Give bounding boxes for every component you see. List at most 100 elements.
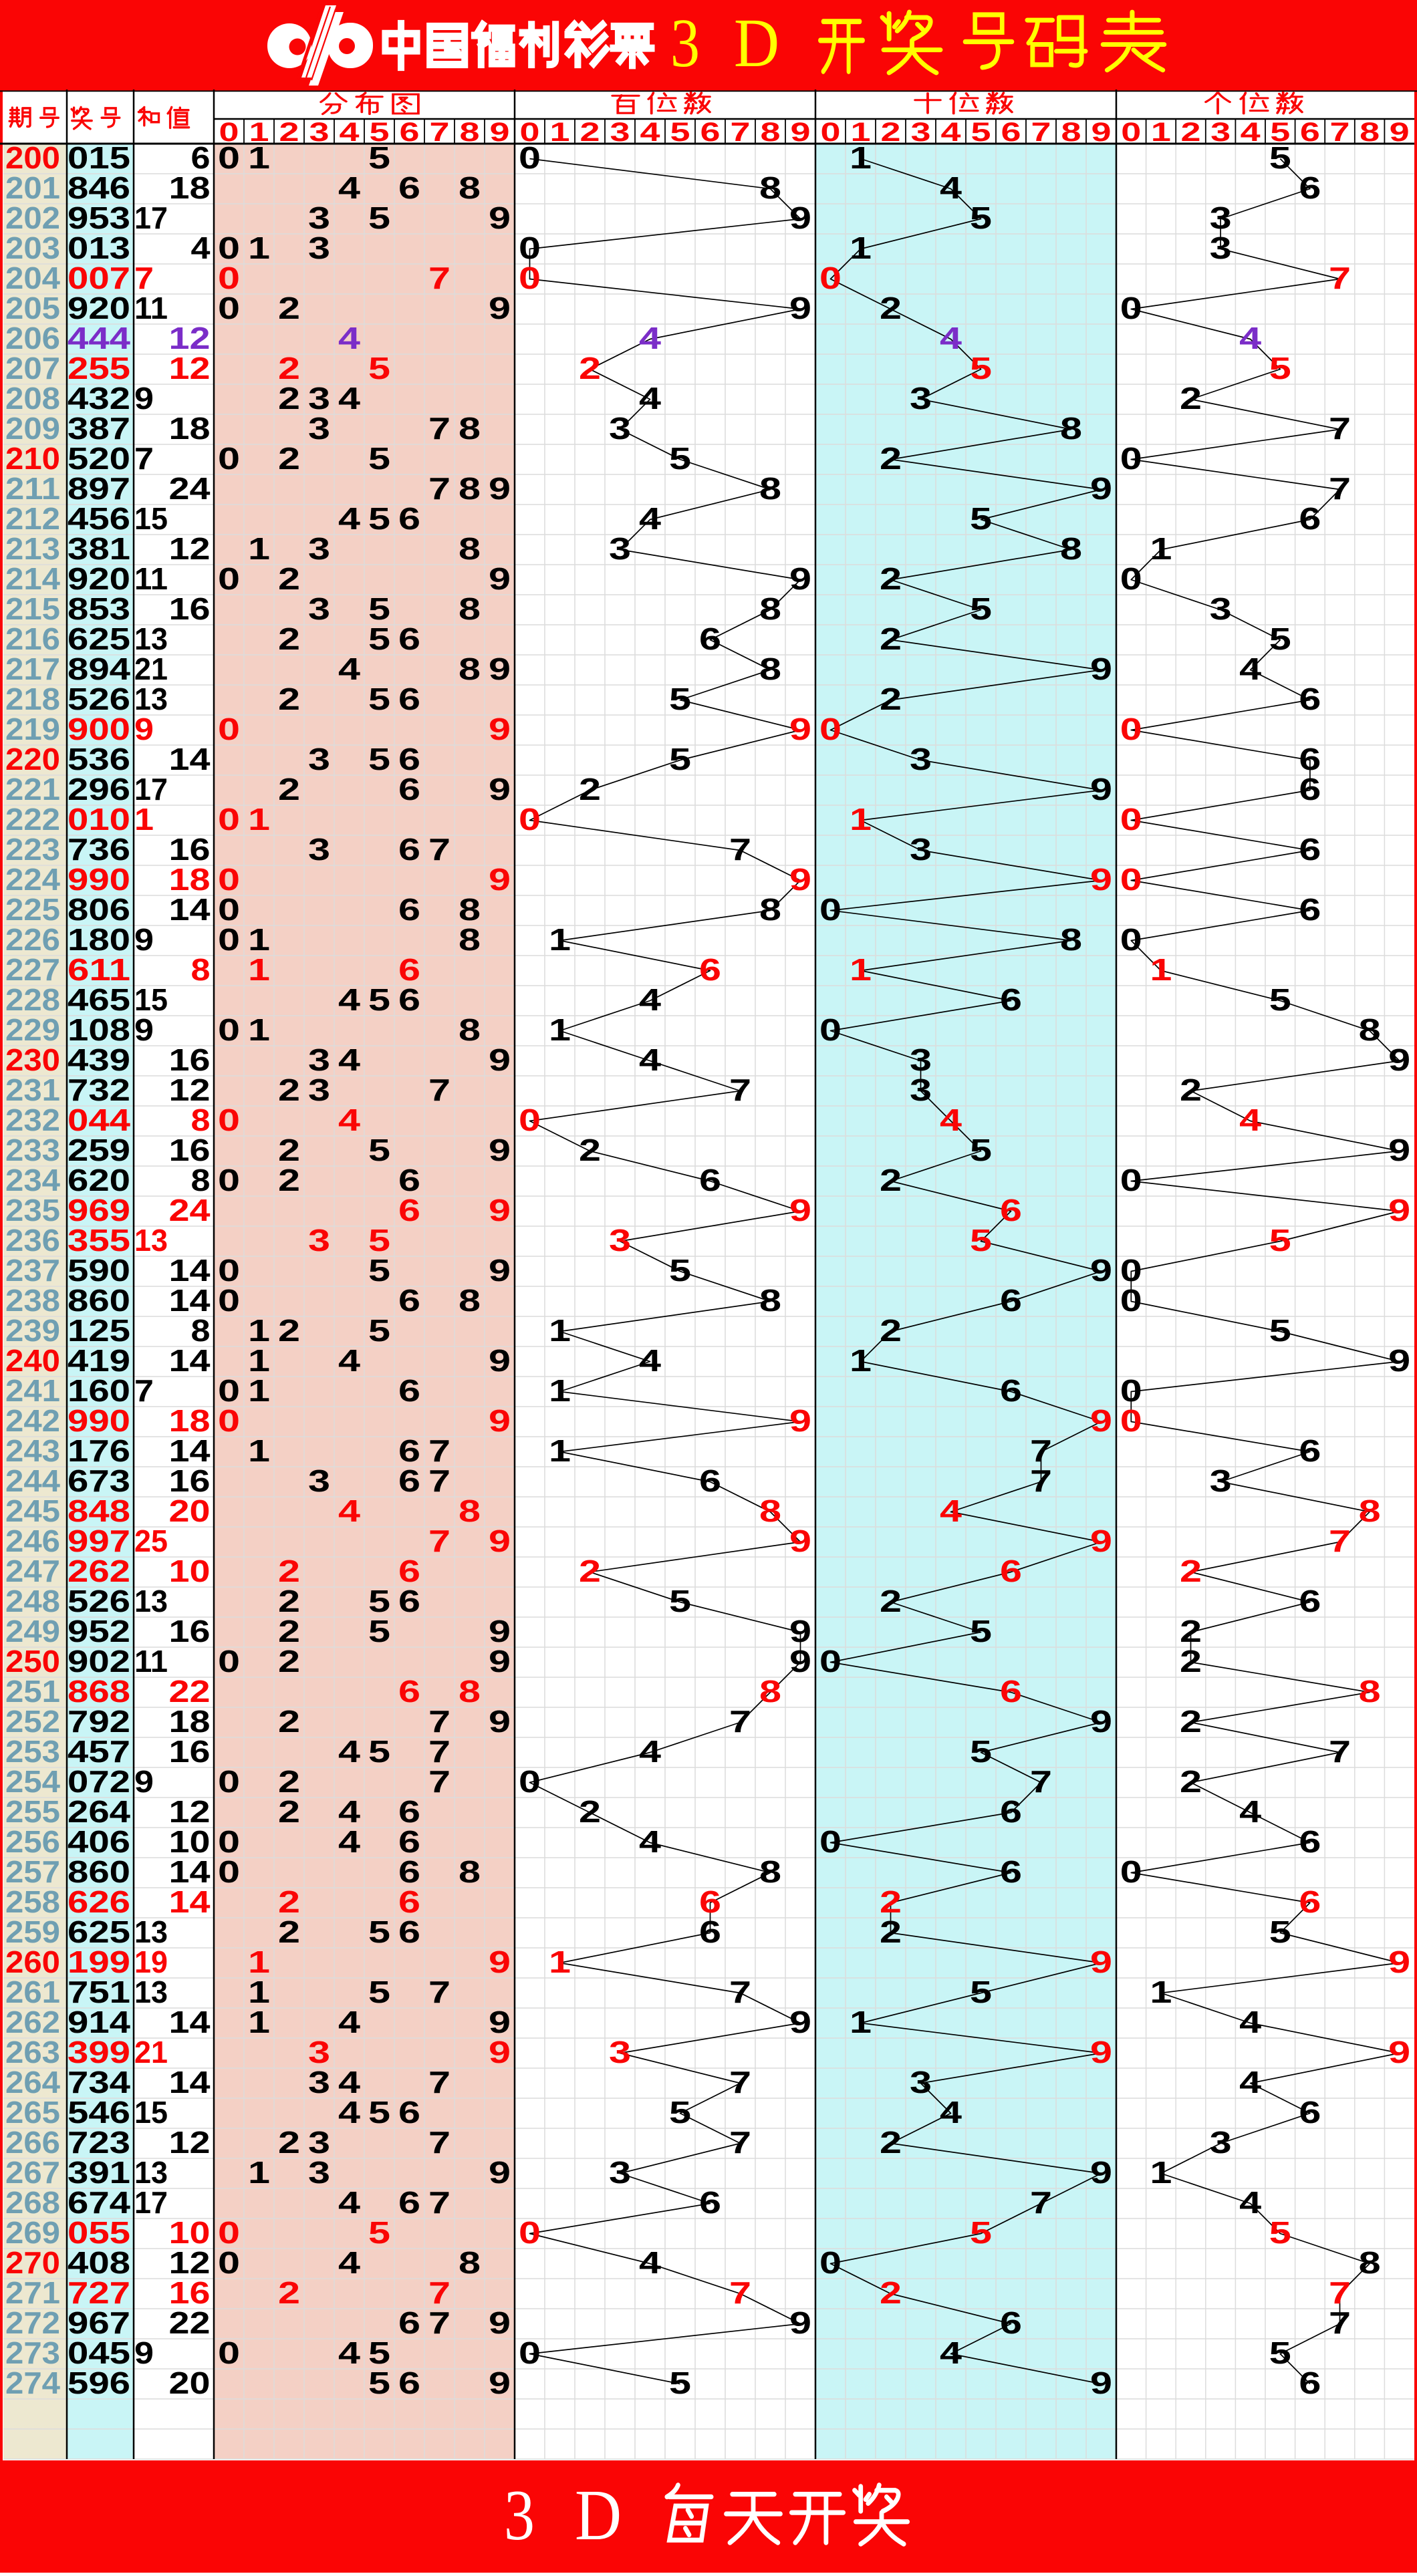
svg-text:3: 3: [1210, 1463, 1232, 1498]
svg-text:8: 8: [459, 1493, 481, 1528]
svg-text:846: 846: [68, 170, 130, 205]
svg-text:5: 5: [669, 441, 691, 476]
svg-text:6: 6: [1299, 1824, 1321, 1859]
svg-text:1: 1: [248, 1343, 270, 1378]
svg-text:2: 2: [1181, 118, 1201, 147]
svg-text:673: 673: [68, 1463, 130, 1498]
svg-text:4: 4: [940, 1103, 962, 1137]
svg-text:5: 5: [970, 1734, 992, 1769]
svg-text:4: 4: [639, 381, 662, 416]
svg-text:3: 3: [670, 5, 700, 82]
svg-text:4: 4: [639, 321, 662, 355]
svg-text:233: 233: [5, 1133, 60, 1167]
svg-text:2: 2: [880, 682, 902, 716]
svg-text:218: 218: [5, 682, 60, 716]
svg-text:7: 7: [428, 1072, 450, 1107]
svg-text:9: 9: [1090, 2155, 1112, 2190]
svg-text:18: 18: [169, 411, 211, 446]
svg-text:8: 8: [1060, 411, 1082, 446]
svg-text:9: 9: [489, 1343, 511, 1378]
svg-text:14: 14: [169, 742, 211, 776]
svg-text:16: 16: [169, 1614, 211, 1649]
svg-text:5: 5: [368, 351, 390, 386]
svg-text:2: 2: [880, 2275, 902, 2310]
svg-text:1: 1: [248, 802, 270, 837]
svg-text:7: 7: [428, 1764, 450, 1799]
svg-text:0: 0: [218, 1103, 240, 1137]
svg-text:2: 2: [579, 351, 601, 386]
svg-text:12: 12: [169, 351, 211, 386]
svg-text:3: 3: [308, 231, 330, 265]
svg-text:5: 5: [368, 200, 390, 235]
svg-text:15: 15: [134, 501, 168, 536]
svg-text:0: 0: [218, 1764, 240, 1799]
svg-text:1: 1: [248, 2005, 270, 2039]
svg-text:2: 2: [579, 1794, 601, 1829]
svg-text:7: 7: [1031, 118, 1051, 147]
svg-text:206: 206: [5, 321, 60, 355]
svg-text:391: 391: [68, 2155, 130, 2190]
svg-text:3: 3: [309, 118, 330, 147]
svg-text:520: 520: [68, 441, 130, 476]
svg-text:1: 1: [850, 140, 872, 175]
svg-text:9: 9: [1390, 118, 1410, 147]
svg-text:0: 0: [1120, 1854, 1142, 1889]
svg-text:3: 3: [308, 531, 330, 566]
svg-text:6: 6: [699, 1163, 721, 1197]
svg-text:9: 9: [489, 291, 511, 325]
svg-text:9: 9: [1090, 1704, 1112, 1739]
svg-text:900: 900: [68, 712, 130, 746]
svg-text:5: 5: [368, 441, 390, 476]
svg-text:990: 990: [68, 862, 130, 897]
svg-text:0: 0: [218, 1163, 240, 1197]
svg-text:201: 201: [5, 170, 60, 205]
svg-text:19: 19: [134, 1945, 168, 1979]
svg-text:14: 14: [169, 1283, 211, 1318]
svg-text:5: 5: [368, 1914, 390, 1949]
svg-text:9: 9: [789, 1193, 811, 1228]
svg-text:9: 9: [489, 200, 511, 235]
svg-text:16: 16: [169, 591, 211, 626]
svg-text:14: 14: [169, 1433, 211, 1468]
svg-text:0: 0: [1120, 1163, 1142, 1197]
svg-text:4: 4: [338, 1493, 361, 1528]
svg-text:1: 1: [549, 1945, 571, 1979]
svg-text:6: 6: [700, 118, 721, 147]
svg-text:9: 9: [489, 1042, 511, 1077]
svg-text:0: 0: [218, 261, 240, 295]
svg-text:271: 271: [5, 2275, 60, 2310]
svg-text:7: 7: [428, 1433, 450, 1468]
svg-text:355: 355: [68, 1223, 130, 1258]
svg-text:1: 1: [1150, 531, 1172, 566]
svg-text:546: 546: [68, 2095, 130, 2130]
svg-text:2: 2: [1180, 1704, 1202, 1739]
svg-text:4: 4: [639, 1042, 662, 1077]
svg-text:7: 7: [430, 118, 450, 147]
svg-text:2: 2: [278, 1614, 300, 1649]
svg-text:4: 4: [1239, 2185, 1262, 2220]
svg-text:3: 3: [609, 531, 631, 566]
svg-text:249: 249: [5, 1614, 60, 1649]
svg-text:6: 6: [398, 501, 420, 536]
svg-text:1: 1: [1150, 952, 1172, 987]
svg-text:1: 1: [248, 1313, 270, 1348]
svg-text:210: 210: [5, 441, 60, 476]
svg-text:10: 10: [169, 2215, 211, 2250]
svg-text:2: 2: [880, 291, 902, 325]
svg-text:9: 9: [789, 291, 811, 325]
svg-text:3: 3: [308, 2125, 330, 2160]
svg-text:17: 17: [134, 2185, 168, 2220]
svg-text:5: 5: [368, 1313, 390, 1348]
svg-text:7: 7: [729, 1975, 751, 2009]
svg-text:2: 2: [278, 381, 300, 416]
svg-text:5: 5: [368, 1614, 390, 1649]
svg-text:2: 2: [1180, 1554, 1202, 1588]
svg-text:2: 2: [278, 682, 300, 716]
svg-text:0: 0: [1120, 802, 1142, 837]
svg-text:860: 860: [68, 1283, 130, 1318]
svg-text:236: 236: [5, 1223, 60, 1258]
svg-text:7: 7: [428, 1734, 450, 1769]
svg-text:8: 8: [1359, 1493, 1381, 1528]
svg-text:6: 6: [398, 1674, 420, 1709]
svg-text:2: 2: [880, 561, 902, 596]
